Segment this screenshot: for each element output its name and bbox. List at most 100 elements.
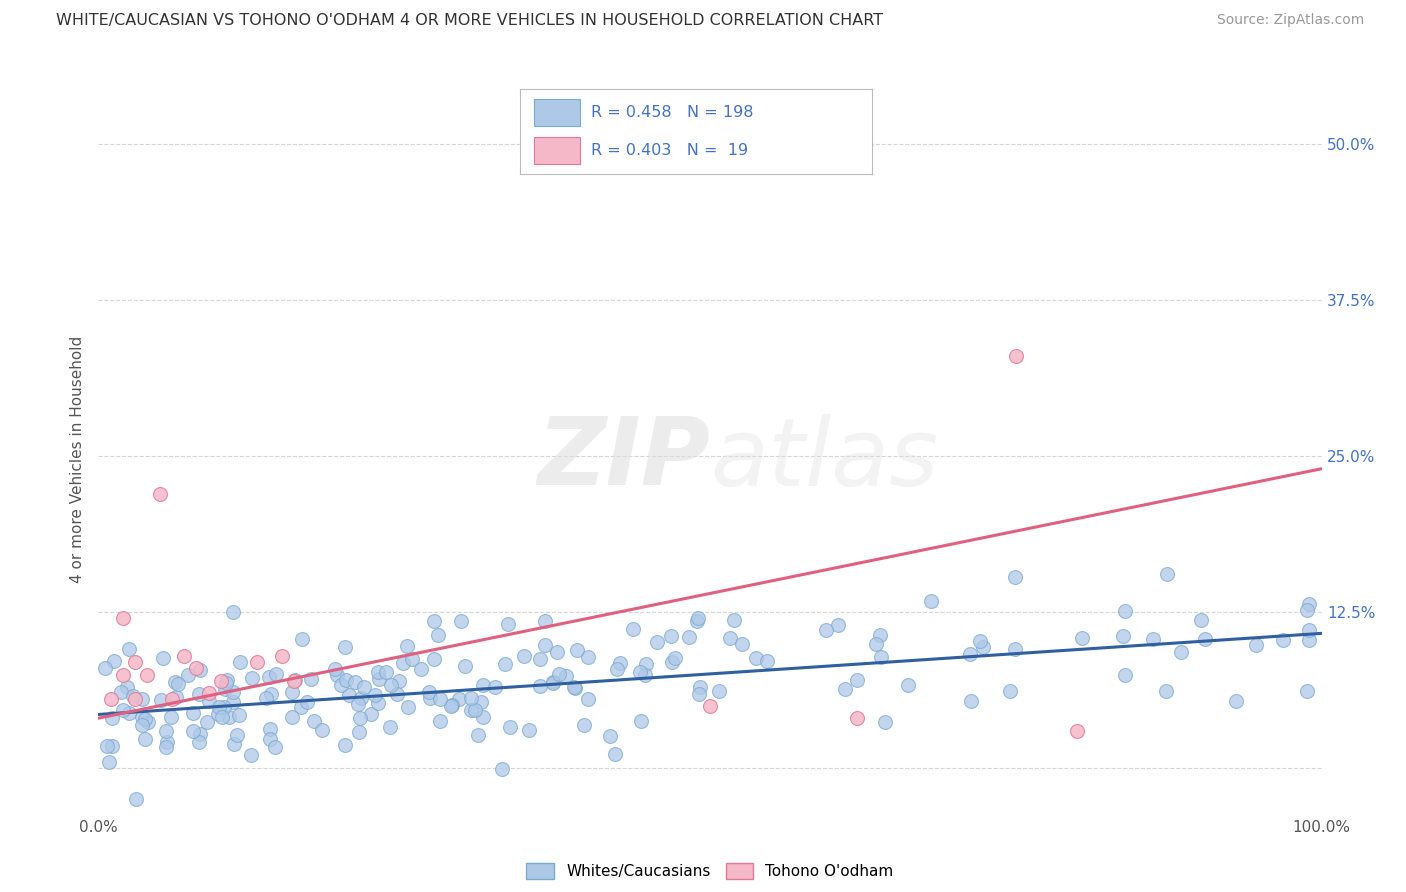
Point: [367, 665, 389, 680]
Point: [301, 672, 323, 686]
Text: R = 0.403   N =  19: R = 0.403 N = 19: [591, 143, 748, 158]
Point: [1114, 604, 1136, 618]
Point: [718, 631, 741, 645]
Point: [103, 654, 125, 668]
Point: [1004, 641, 1026, 656]
Point: [326, 667, 349, 681]
Point: [960, 694, 983, 708]
Point: [375, 665, 398, 679]
Point: [283, 673, 305, 688]
Point: [263, 740, 285, 755]
Point: [264, 667, 287, 681]
Point: [756, 654, 779, 668]
Point: [208, 700, 231, 714]
FancyBboxPatch shape: [534, 98, 581, 126]
Point: [337, 688, 360, 702]
Point: [349, 711, 371, 725]
Point: [111, 611, 134, 625]
Point: [409, 662, 432, 676]
Point: [335, 739, 357, 753]
Point: [136, 667, 159, 681]
Point: [392, 656, 415, 670]
Point: [353, 680, 375, 694]
Point: [567, 643, 589, 657]
Point: [259, 687, 281, 701]
Point: [686, 615, 709, 629]
Point: [214, 681, 236, 696]
Point: [564, 681, 586, 695]
Text: R = 0.458   N = 198: R = 0.458 N = 198: [591, 104, 754, 120]
Point: [827, 618, 849, 632]
Point: [621, 622, 644, 636]
Point: [93, 661, 115, 675]
Point: [378, 720, 401, 734]
Point: [429, 692, 451, 706]
Point: [1114, 668, 1136, 682]
Point: [1298, 633, 1320, 648]
Point: [865, 637, 887, 651]
Point: [211, 710, 233, 724]
Point: [920, 594, 942, 608]
Point: [112, 703, 135, 717]
Point: [1296, 683, 1319, 698]
Point: [519, 723, 541, 737]
Point: [599, 729, 621, 743]
Point: [100, 692, 122, 706]
Point: [661, 656, 683, 670]
Point: [664, 651, 686, 665]
Point: [131, 718, 153, 732]
Point: [167, 677, 190, 691]
Point: [576, 692, 599, 706]
Point: [159, 709, 181, 723]
Point: [699, 698, 721, 713]
Point: [441, 698, 464, 713]
Point: [96, 739, 118, 754]
Point: [218, 710, 240, 724]
Point: [364, 688, 387, 702]
Legend: Whites/Caucasians, Tohono O'odham: Whites/Caucasians, Tohono O'odham: [520, 857, 900, 885]
Point: [177, 668, 200, 682]
Point: [1298, 597, 1320, 611]
Point: [529, 652, 551, 666]
Point: [239, 747, 262, 762]
Point: [470, 694, 492, 708]
Point: [163, 675, 186, 690]
Text: WHITE/CAUCASIAN VS TOHONO O'ODHAM 4 OR MORE VEHICLES IN HOUSEHOLD CORRELATION CH: WHITE/CAUCASIAN VS TOHONO O'ODHAM 4 OR M…: [56, 13, 883, 29]
Point: [335, 673, 357, 687]
Point: [281, 710, 304, 724]
Point: [197, 686, 219, 700]
Point: [548, 667, 571, 681]
Point: [498, 617, 520, 632]
Point: [1004, 350, 1026, 364]
Point: [350, 690, 373, 705]
Point: [124, 692, 146, 706]
Point: [155, 735, 177, 749]
Point: [460, 690, 482, 705]
Point: [1272, 632, 1295, 647]
Point: [183, 706, 205, 720]
Point: [1070, 631, 1092, 645]
Point: [360, 706, 382, 721]
Point: [281, 685, 304, 699]
Point: [188, 687, 211, 701]
Point: [152, 650, 174, 665]
Point: [302, 714, 325, 728]
Point: [335, 640, 357, 654]
Point: [395, 639, 418, 653]
Point: [259, 722, 281, 736]
Point: [367, 696, 389, 710]
Point: [246, 655, 269, 669]
Point: [609, 657, 631, 671]
Point: [1298, 623, 1320, 637]
Point: [534, 638, 557, 652]
Point: [972, 640, 994, 655]
Point: [291, 632, 314, 646]
Point: [115, 680, 138, 694]
Point: [1066, 723, 1088, 738]
Point: [259, 732, 281, 747]
Point: [1296, 602, 1319, 616]
Point: [225, 728, 247, 742]
Point: [295, 695, 318, 709]
Point: [533, 615, 555, 629]
Text: atlas: atlas: [710, 414, 938, 505]
